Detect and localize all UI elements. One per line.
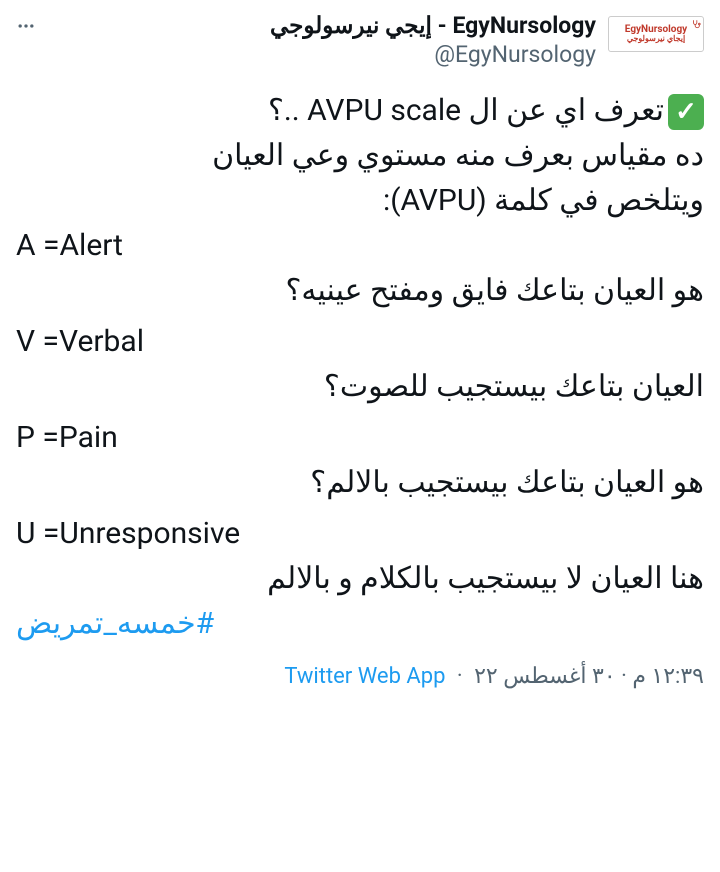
tweet-header: EgyNursology - إيجي نيرسولوجي @EgyNursol… <box>16 12 704 68</box>
hashtag-link[interactable]: #خمسه_تمريض <box>16 601 704 646</box>
a-header: A =Alert <box>16 223 704 268</box>
p-text: هو العيان بتاعك بيستجيب بالالم؟ <box>16 460 704 505</box>
check-mark-icon: ✓ <box>668 94 704 130</box>
v-header: V =Verbal <box>16 319 704 364</box>
p-header: P =Pain <box>16 415 704 460</box>
u-header: U =Unresponsive <box>16 511 704 556</box>
display-name: EgyNursology - إيجي نيرسولوجي <box>36 12 596 39</box>
stethoscope-icon <box>691 19 701 29</box>
logo-text-2: إيجاي نيرسولوجي <box>627 35 685 44</box>
source-app[interactable]: Twitter Web App <box>284 664 445 689</box>
timestamp[interactable]: ١٢:٣٩ م · ٣٠ أغسطس ٢٢ <box>474 664 704 689</box>
body-line-2: ده مقياس بعرف منه مستوي وعي العيان <box>16 133 704 178</box>
handle: @EgyNursology <box>36 41 596 68</box>
a-text: هو العيان بتاعك فايق ومفتح عينيه؟ <box>16 268 704 313</box>
u-text: هنا العيان لا بيستجيب بالكلام و بالالم <box>16 556 704 601</box>
line1-text: تعرف اي عن ال AVPU scale ..؟ <box>268 93 664 128</box>
body-line-3: ويتلخص في كلمة (AVPU): <box>16 178 704 223</box>
meta-separator: · <box>451 664 468 689</box>
tweet-meta: ١٢:٣٩ م · ٣٠ أغسطس ٢٢ · Twitter Web App <box>16 664 704 689</box>
more-options-icon[interactable] <box>16 16 36 36</box>
tweet-container: EgyNursology - إيجي نيرسولوجي @EgyNursol… <box>0 0 720 701</box>
author-block[interactable]: EgyNursology - إيجي نيرسولوجي @EgyNursol… <box>36 12 596 68</box>
body-line-1: ✓تعرف اي عن ال AVPU scale ..؟ <box>16 88 704 133</box>
tweet-text: ✓تعرف اي عن ال AVPU scale ..؟ ده مقياس ب… <box>16 88 704 646</box>
avatar[interactable]: EgyNursology إيجاي نيرسولوجي <box>608 16 704 52</box>
v-text: العيان بتاعك بيستجيب للصوت؟ <box>16 364 704 409</box>
